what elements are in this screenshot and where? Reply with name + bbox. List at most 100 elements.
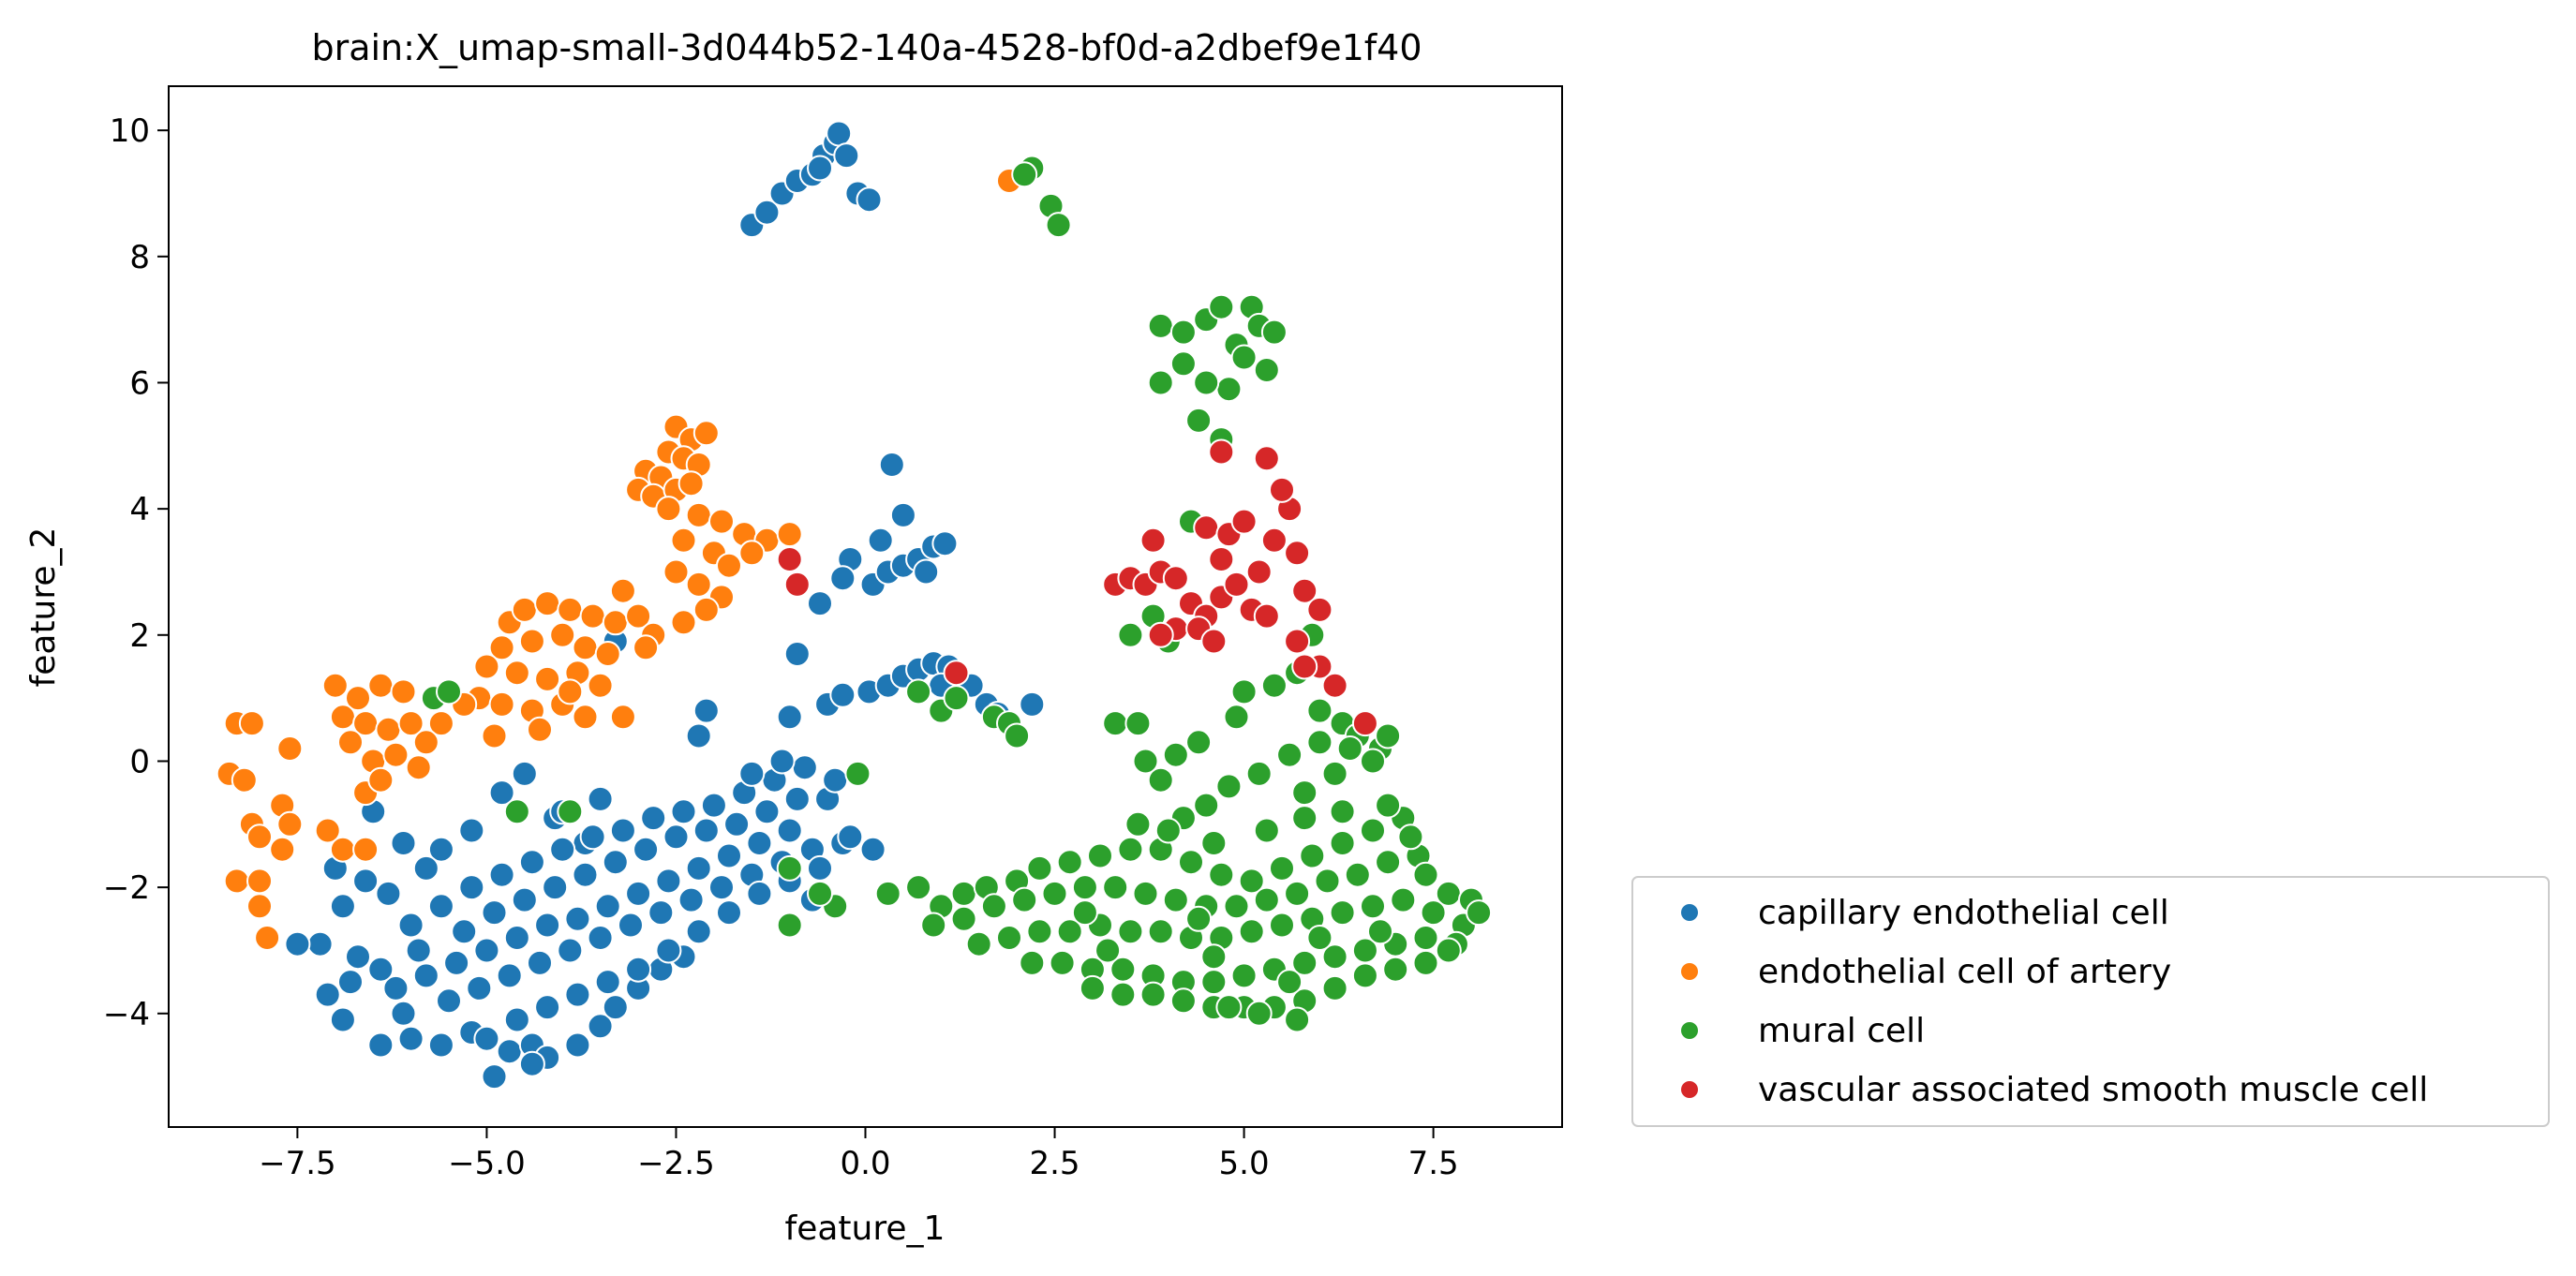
data-point — [572, 634, 599, 661]
data-point — [1344, 861, 1371, 888]
data-point — [397, 1025, 424, 1052]
data-point — [738, 760, 766, 787]
data-point — [276, 810, 304, 838]
data-point — [1147, 369, 1174, 396]
data-point — [1056, 918, 1083, 945]
data-point — [655, 937, 682, 964]
data-point — [564, 981, 591, 1008]
data-point — [1260, 527, 1288, 554]
data-point — [1117, 918, 1144, 945]
data-point — [1412, 949, 1439, 976]
data-point — [246, 868, 273, 895]
data-point — [1169, 987, 1197, 1015]
data-point — [685, 854, 712, 882]
data-point — [776, 912, 803, 939]
data-point — [436, 987, 462, 1015]
data-point — [1382, 956, 1409, 983]
data-point — [503, 1006, 530, 1033]
data-point — [1162, 741, 1189, 768]
data-point — [1011, 161, 1038, 188]
data-point — [390, 678, 417, 705]
data-point — [1193, 369, 1220, 396]
data-point — [1329, 830, 1356, 856]
legend-label: endothelial cell of artery — [1758, 953, 2171, 991]
data-point — [594, 641, 621, 667]
series-2 — [420, 155, 1493, 1033]
data-point — [594, 893, 621, 920]
data-point — [1208, 293, 1235, 320]
data-point — [889, 501, 916, 528]
data-point — [633, 836, 660, 863]
data-point — [458, 817, 485, 844]
data-point — [807, 880, 833, 907]
data-point — [1109, 981, 1137, 1008]
data-point — [708, 874, 735, 901]
y-tick-label: 0 — [129, 743, 150, 780]
data-point — [874, 880, 901, 907]
data-point — [1223, 893, 1250, 920]
data-point — [776, 704, 803, 731]
data-point — [931, 530, 959, 557]
data-point — [1336, 735, 1363, 762]
data-point — [496, 1038, 523, 1065]
data-point — [412, 962, 439, 989]
data-point — [1321, 974, 1348, 1002]
data-point — [670, 798, 697, 825]
y-tick-label: 8 — [129, 239, 150, 276]
data-point — [692, 596, 720, 623]
data-point — [1049, 949, 1076, 976]
data-point — [1321, 943, 1348, 971]
data-point — [1245, 558, 1273, 586]
data-point — [564, 1031, 591, 1059]
data-point — [776, 854, 803, 882]
data-point — [549, 836, 576, 863]
data-point — [1102, 874, 1129, 901]
data-point — [1117, 836, 1144, 863]
data-point — [1230, 962, 1258, 989]
data-point — [1094, 937, 1122, 964]
data-point — [692, 420, 720, 447]
data-point — [1019, 949, 1046, 976]
data-point — [1253, 445, 1280, 472]
data-point — [609, 577, 636, 604]
data-point — [511, 596, 538, 623]
data-point — [1253, 817, 1280, 844]
data-point — [473, 937, 500, 964]
data-point — [1004, 722, 1031, 749]
data-point — [1269, 912, 1295, 939]
data-point — [345, 943, 371, 971]
data-point — [1208, 438, 1235, 466]
data-point — [837, 823, 864, 851]
data-point — [1200, 628, 1228, 655]
data-point — [1169, 350, 1197, 378]
data-point — [314, 981, 341, 1008]
data-point — [1200, 943, 1228, 971]
data-point — [1375, 722, 1402, 749]
y-tick-label: 2 — [129, 617, 150, 655]
data-point — [1306, 729, 1333, 756]
legend-label: mural cell — [1758, 1012, 1925, 1050]
data-point — [1147, 621, 1174, 648]
data-point — [1230, 678, 1258, 705]
data-point — [1193, 514, 1220, 542]
data-point — [1351, 962, 1378, 989]
data-point — [518, 849, 545, 876]
data-point — [466, 974, 493, 1002]
data-point — [716, 552, 742, 579]
legend-marker — [1679, 1079, 1700, 1100]
data-point — [625, 602, 652, 630]
legend-marker — [1679, 961, 1700, 982]
data-point — [1071, 874, 1098, 901]
data-point — [579, 602, 606, 630]
data-point — [1230, 508, 1258, 535]
data-point — [1147, 918, 1174, 945]
y-axis-label: feature_2 — [24, 527, 63, 688]
data-point — [625, 956, 652, 983]
data-point — [488, 634, 515, 661]
data-point — [481, 722, 508, 749]
data-point — [488, 779, 515, 807]
data-point — [685, 501, 712, 528]
data-point — [481, 1063, 508, 1091]
data-point — [1223, 571, 1250, 598]
chart-title: brain:X_umap-small-3d044b52-140a-4528-bf… — [311, 27, 1422, 68]
